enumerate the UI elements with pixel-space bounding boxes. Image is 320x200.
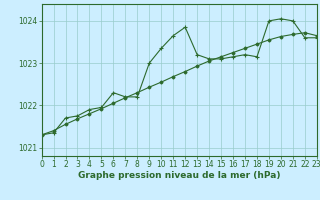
X-axis label: Graphe pression niveau de la mer (hPa): Graphe pression niveau de la mer (hPa): [78, 171, 280, 180]
